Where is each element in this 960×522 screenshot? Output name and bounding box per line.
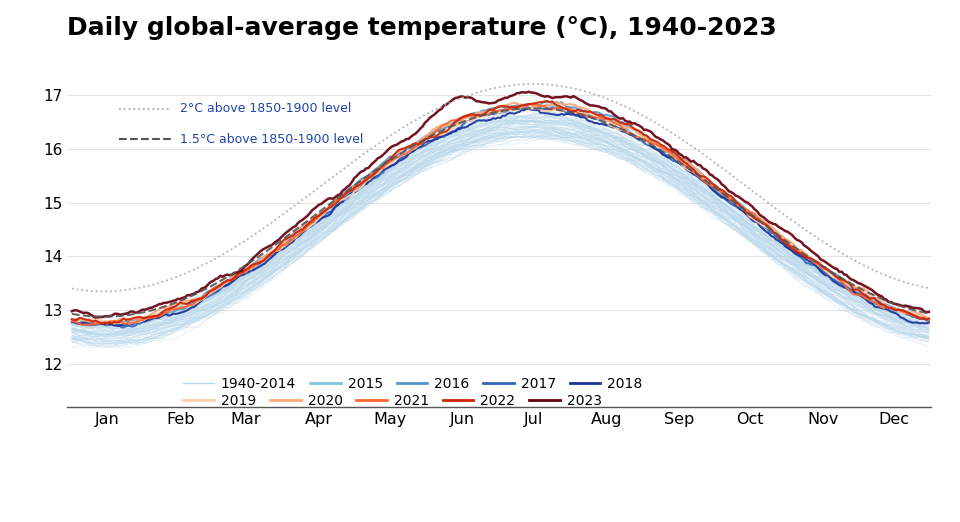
Text: 1.5°C above 1850-1900 level: 1.5°C above 1850-1900 level bbox=[180, 133, 363, 146]
Text: 2°C above 1850-1900 level: 2°C above 1850-1900 level bbox=[180, 102, 351, 115]
Text: Daily global-average temperature (°C), 1940-2023: Daily global-average temperature (°C), 1… bbox=[67, 16, 777, 40]
Legend: 2019, 2020, 2021, 2022, 2023: 2019, 2020, 2021, 2022, 2023 bbox=[178, 389, 608, 414]
